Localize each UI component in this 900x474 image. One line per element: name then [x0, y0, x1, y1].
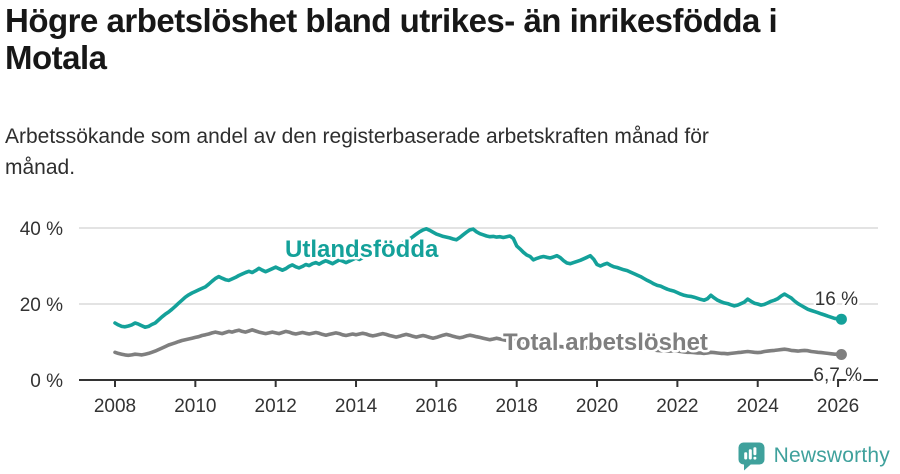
series-line-1 — [113, 327, 844, 358]
series-end-dot-0 — [835, 313, 847, 325]
y-axis-tick-label: 40 % — [20, 219, 63, 240]
y-axis-tick-label: 0 % — [30, 371, 63, 392]
x-axis-tick-label: 2020 — [576, 396, 618, 417]
x-axis-tick-label: 2012 — [255, 396, 297, 417]
page-title: Högre arbetslöshet bland utrikes- än inr… — [5, 2, 885, 76]
series-name-label-0: Utlandsfödda — [285, 236, 439, 263]
x-axis-tick-label: 2018 — [496, 396, 538, 417]
series-end-label-0: 16 % — [815, 289, 858, 310]
x-axis-tick-label: 2016 — [415, 396, 457, 417]
x-axis-tick-label: 2008 — [94, 396, 136, 417]
brand-footer: Newsworthy — [737, 441, 890, 471]
newsworthy-logo-icon — [738, 442, 765, 471]
header: Högre arbetslöshet bland utrikes- än inr… — [5, 2, 885, 183]
x-axis-tick-label: 2010 — [174, 396, 216, 417]
series-name-label-1: Total arbetslöshet — [503, 329, 708, 356]
title-line-2: Motala — [5, 39, 107, 76]
x-axis-tick-label: 2014 — [335, 396, 378, 417]
x-axis-tick-label: 2022 — [656, 396, 698, 417]
x-axis-tick-label: 2026 — [817, 396, 859, 417]
chart-subtitle: Arbetssökande som andel av den registerb… — [5, 121, 885, 183]
y-axis-tick-label: 20 % — [20, 295, 63, 316]
brand-name: Newsworthy — [773, 444, 890, 467]
series-end-dot-1 — [835, 349, 847, 361]
x-axis-tick-label: 2024 — [737, 396, 780, 417]
subtitle-line-1: Arbetssökande som andel av den registerb… — [5, 125, 709, 148]
series-line-0 — [113, 227, 844, 330]
title-line-1: Högre arbetslöshet bland utrikes- än inr… — [5, 2, 778, 39]
series-end-label-1: 6,7 % — [813, 365, 862, 386]
subtitle-line-2: månad. — [5, 156, 76, 179]
